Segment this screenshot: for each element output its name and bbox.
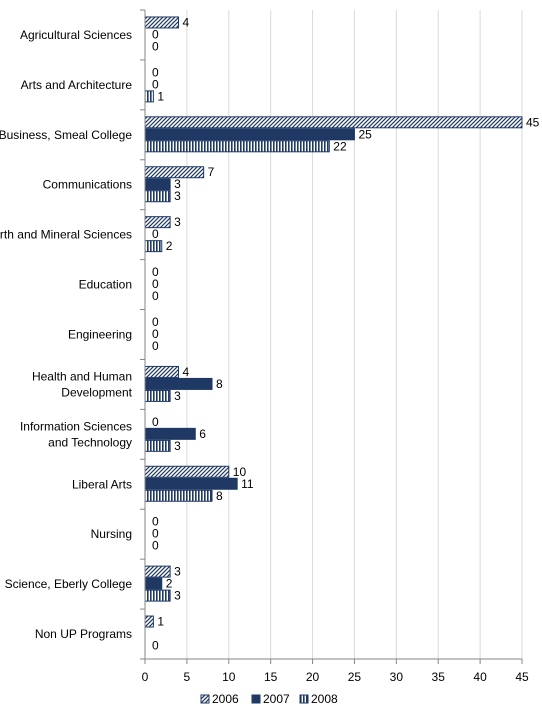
data-label: 45 bbox=[526, 115, 540, 129]
data-label: 0 bbox=[152, 289, 159, 303]
data-label: 6 bbox=[199, 427, 206, 441]
data-label: 0 bbox=[152, 415, 159, 429]
data-label: 3 bbox=[174, 589, 181, 603]
gridlines bbox=[186, 10, 523, 659]
data-label: 25 bbox=[358, 127, 372, 141]
bar-2008 bbox=[144, 589, 171, 602]
bar-2007 bbox=[144, 427, 196, 440]
bar-2006 bbox=[144, 465, 230, 478]
category-label: Health and Human Development bbox=[32, 369, 133, 399]
bar-2006 bbox=[144, 216, 171, 229]
x-tick-label: 0 bbox=[142, 670, 149, 684]
bar-2006 bbox=[144, 166, 205, 179]
bar-2007 bbox=[144, 577, 163, 590]
category-label: Non UP Programs bbox=[35, 627, 132, 641]
data-label: 0 bbox=[152, 327, 159, 341]
category-label: Communications bbox=[43, 178, 132, 192]
data-label: 3 bbox=[174, 189, 181, 203]
bar-2006 bbox=[144, 565, 171, 578]
bar-2008 bbox=[144, 240, 163, 253]
data-label: 4 bbox=[183, 15, 190, 29]
legend-label: 2006 bbox=[212, 692, 239, 706]
data-label: 3 bbox=[174, 177, 181, 191]
bar-2006 bbox=[144, 365, 180, 378]
data-label: 2 bbox=[166, 239, 173, 253]
data-label: 4 bbox=[183, 365, 190, 379]
x-tick-label: 20 bbox=[306, 670, 320, 684]
data-label: 0 bbox=[152, 265, 159, 279]
data-label: 0 bbox=[152, 39, 159, 53]
x-tick-label: 5 bbox=[184, 670, 191, 684]
legend-swatch bbox=[299, 694, 309, 704]
data-label: 0 bbox=[152, 639, 159, 653]
x-tick-label: 45 bbox=[515, 670, 529, 684]
data-label: 0 bbox=[152, 77, 159, 91]
legend: 2006 2007 2008 bbox=[200, 692, 338, 706]
bar-2007 bbox=[144, 477, 238, 490]
data-label: 2 bbox=[166, 577, 173, 591]
bar-2008 bbox=[144, 489, 213, 502]
bar-2008 bbox=[144, 140, 330, 153]
bar-2006 bbox=[144, 116, 523, 129]
data-label: 0 bbox=[152, 277, 159, 291]
x-tick-label: 25 bbox=[348, 670, 362, 684]
legend-swatch bbox=[251, 694, 261, 704]
data-label: 7 bbox=[208, 165, 215, 179]
x-tick-label: 30 bbox=[390, 670, 404, 684]
data-label: 0 bbox=[152, 227, 159, 241]
bar-2006 bbox=[144, 615, 154, 628]
bar-2008 bbox=[144, 389, 171, 402]
data-label: 0 bbox=[152, 527, 159, 541]
x-tick-label: 10 bbox=[222, 670, 236, 684]
legend-swatch bbox=[200, 694, 210, 704]
category-label: Liberal Arts bbox=[72, 477, 132, 491]
data-label: 3 bbox=[174, 439, 181, 453]
legend-label: 2007 bbox=[263, 692, 290, 706]
data-label: 11 bbox=[241, 477, 254, 491]
data-label: 0 bbox=[152, 339, 159, 353]
data-label: 0 bbox=[152, 539, 159, 553]
data-label: 8 bbox=[216, 489, 223, 503]
data-label: 0 bbox=[152, 65, 159, 79]
bar-2008 bbox=[144, 190, 171, 203]
data-label: 1 bbox=[157, 89, 164, 103]
data-label: 1 bbox=[157, 615, 164, 629]
category-labels: Agricultural Sciences Arts and Architectu… bbox=[0, 28, 133, 641]
data-label: 0 bbox=[152, 515, 159, 529]
data-label: 10 bbox=[233, 465, 247, 479]
data-label: 3 bbox=[174, 565, 181, 579]
bars bbox=[144, 16, 523, 628]
category-label: Education bbox=[79, 278, 132, 292]
bar-2007 bbox=[144, 377, 213, 390]
data-label: 8 bbox=[216, 377, 223, 391]
category-label: Business, Smeal College bbox=[0, 128, 132, 142]
bar-2008 bbox=[144, 90, 154, 103]
category-label: Agricultural Sciences bbox=[20, 28, 132, 42]
bar-2008 bbox=[144, 439, 171, 452]
category-label: Nursing bbox=[91, 527, 132, 541]
category-label: Arts and Architecture bbox=[21, 78, 133, 92]
x-tick-label: 35 bbox=[432, 670, 446, 684]
data-label: 3 bbox=[174, 215, 181, 229]
category-label: Engineering bbox=[68, 328, 132, 342]
data-label: 0 bbox=[152, 315, 159, 329]
legend-label: 2008 bbox=[311, 692, 338, 706]
data-label: 3 bbox=[174, 389, 181, 403]
data-label: 0 bbox=[152, 27, 159, 41]
bar-2007 bbox=[144, 128, 355, 141]
category-label: Information Sciences and Technology bbox=[20, 419, 132, 449]
x-axis: 0 5 10 15 20 25 30 35 40 45 bbox=[140, 9, 529, 684]
x-tick-label: 40 bbox=[473, 670, 487, 684]
bar-2007 bbox=[144, 178, 171, 191]
data-labels: 4045730040100310025300086110201223200338… bbox=[152, 15, 540, 652]
bar-2006 bbox=[144, 16, 180, 29]
category-label: Science, Eberly College bbox=[5, 577, 133, 591]
x-tick-label: 15 bbox=[264, 670, 278, 684]
category-label: Earth and Mineral Sciences bbox=[0, 228, 132, 242]
data-label: 22 bbox=[333, 139, 347, 153]
